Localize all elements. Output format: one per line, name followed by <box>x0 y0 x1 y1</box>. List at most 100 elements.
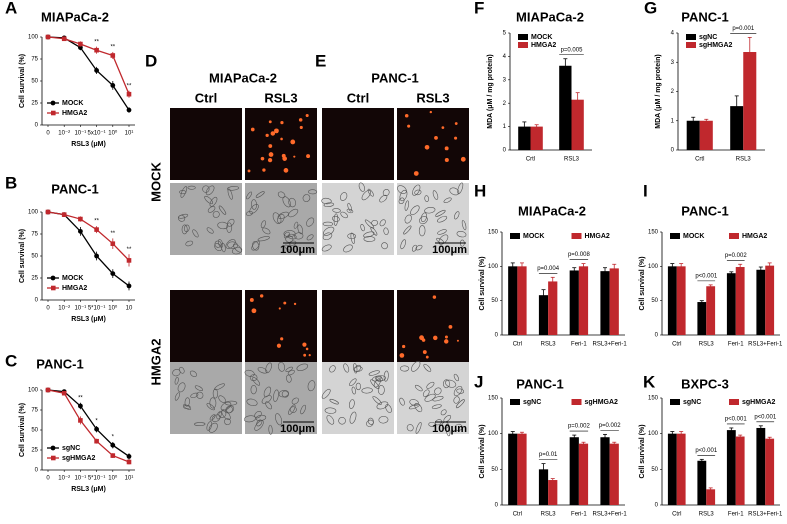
bar <box>508 266 518 335</box>
cell-outline <box>415 244 423 251</box>
cell-outline <box>351 386 356 395</box>
significance: ** <box>78 395 83 401</box>
cell-outline <box>224 418 231 426</box>
cell-outline <box>404 214 412 224</box>
panel-title: PANC-1 <box>371 70 418 85</box>
cell-outline <box>321 244 332 252</box>
legend-marker <box>51 455 56 461</box>
brightfield-image <box>170 183 242 255</box>
cell-outline <box>243 415 256 423</box>
cell-outline <box>363 231 375 238</box>
cell-signal <box>262 168 266 172</box>
legend-label: MOCK <box>62 275 83 282</box>
p-value: p=0.002 <box>725 253 748 259</box>
x-tick-label: RSL3 <box>736 157 752 163</box>
cell-outline <box>209 196 218 207</box>
cell-outline <box>277 361 286 372</box>
y-tick-label: 0 <box>495 333 499 339</box>
y-tick-label: 4 <box>503 54 507 60</box>
cell-outline <box>332 208 341 213</box>
cell-outline <box>383 227 389 235</box>
cell-outline <box>454 423 463 431</box>
cell-outline <box>420 212 427 223</box>
cell-outline <box>251 240 260 251</box>
cell-outline <box>338 416 346 425</box>
cell-outline <box>255 191 265 198</box>
cell-outline <box>263 386 272 398</box>
y-tick-label: 4 <box>671 31 675 37</box>
cell-outline <box>286 374 292 383</box>
y-axis-label: Cell survival (%) <box>479 256 486 310</box>
legend-swatch <box>729 399 739 405</box>
fluorescence-image <box>397 108 469 180</box>
cell-signal <box>267 157 273 163</box>
cell-outline <box>202 185 210 193</box>
cell-signal <box>460 156 466 162</box>
x-tick-label: 5*10⁻¹ <box>88 476 106 482</box>
cell-outline <box>194 422 206 426</box>
cell-signal <box>444 335 448 339</box>
cell-outline <box>226 406 233 414</box>
x-tick-label: RSL3 <box>541 512 557 518</box>
legend-label: sgNC <box>683 399 701 406</box>
chart-title: MIAPaCa-2 <box>41 9 109 24</box>
legend-marker <box>51 285 56 291</box>
cell-outline <box>249 204 259 214</box>
cell-signal <box>274 128 279 134</box>
data-point <box>126 258 132 263</box>
panel-letter: E <box>315 51 326 70</box>
y-tick-label: 50 <box>491 467 498 473</box>
cell-outline <box>372 396 382 405</box>
legend-swatch <box>518 34 528 40</box>
cell-outline <box>227 241 238 249</box>
cell-outline <box>366 419 374 427</box>
image-panel: D MIAPaCa-2 Ctrl RSL3 MOCK HMGA2 100μm 100μm <box>145 51 318 435</box>
cell-outline <box>329 398 339 405</box>
cell-outline <box>308 189 318 195</box>
cell-outline <box>221 242 226 253</box>
row-label: HMGA2 <box>148 339 163 386</box>
x-tick-label: RSL3 <box>541 342 557 348</box>
y-tick-label: 100 <box>648 264 659 270</box>
cell-outline <box>431 404 442 409</box>
cell-outline <box>400 239 407 250</box>
cell-outline <box>206 403 215 411</box>
significance: ** <box>110 231 115 237</box>
significance: ** <box>127 247 132 253</box>
y-tick-label: 100 <box>28 210 39 216</box>
cell-signal <box>454 122 458 125</box>
y-axis-label: Cell survival (%) <box>639 256 646 310</box>
data-point <box>94 253 99 259</box>
bar <box>667 433 677 505</box>
cell-outline <box>353 366 363 372</box>
cell-outline <box>426 381 435 389</box>
y-tick-label: 3 <box>671 60 675 66</box>
x-tick-label: Crtl <box>695 157 704 163</box>
y-tick-label: 3 <box>503 77 507 83</box>
p-value: p=0.005 <box>561 47 584 53</box>
p-value: p=0.001 <box>732 26 755 32</box>
y-tick-label: 0 <box>655 503 659 509</box>
cell-outline <box>428 421 436 427</box>
cell-outline <box>196 391 204 399</box>
cell-outline <box>306 217 315 227</box>
y-tick-label: 50 <box>31 254 38 260</box>
cell-outline <box>418 225 426 237</box>
x-tick-label: RSL3+Feri-1 <box>748 342 783 348</box>
panel-letter: C <box>5 351 17 370</box>
cell-signal <box>293 155 296 158</box>
p-value: p<0.001 <box>754 414 777 420</box>
bar <box>600 271 610 335</box>
cell-outline <box>214 383 225 391</box>
cell-outline <box>212 388 218 399</box>
cell-outline <box>282 196 291 208</box>
bar <box>600 437 610 505</box>
cell-outline <box>174 377 179 385</box>
cell-outline <box>220 401 232 411</box>
cell-signal <box>424 144 430 150</box>
bar <box>726 273 736 335</box>
cell-outline <box>349 411 357 424</box>
bar <box>697 302 707 335</box>
legend-label: MOCK <box>531 34 552 41</box>
bar <box>735 436 745 505</box>
